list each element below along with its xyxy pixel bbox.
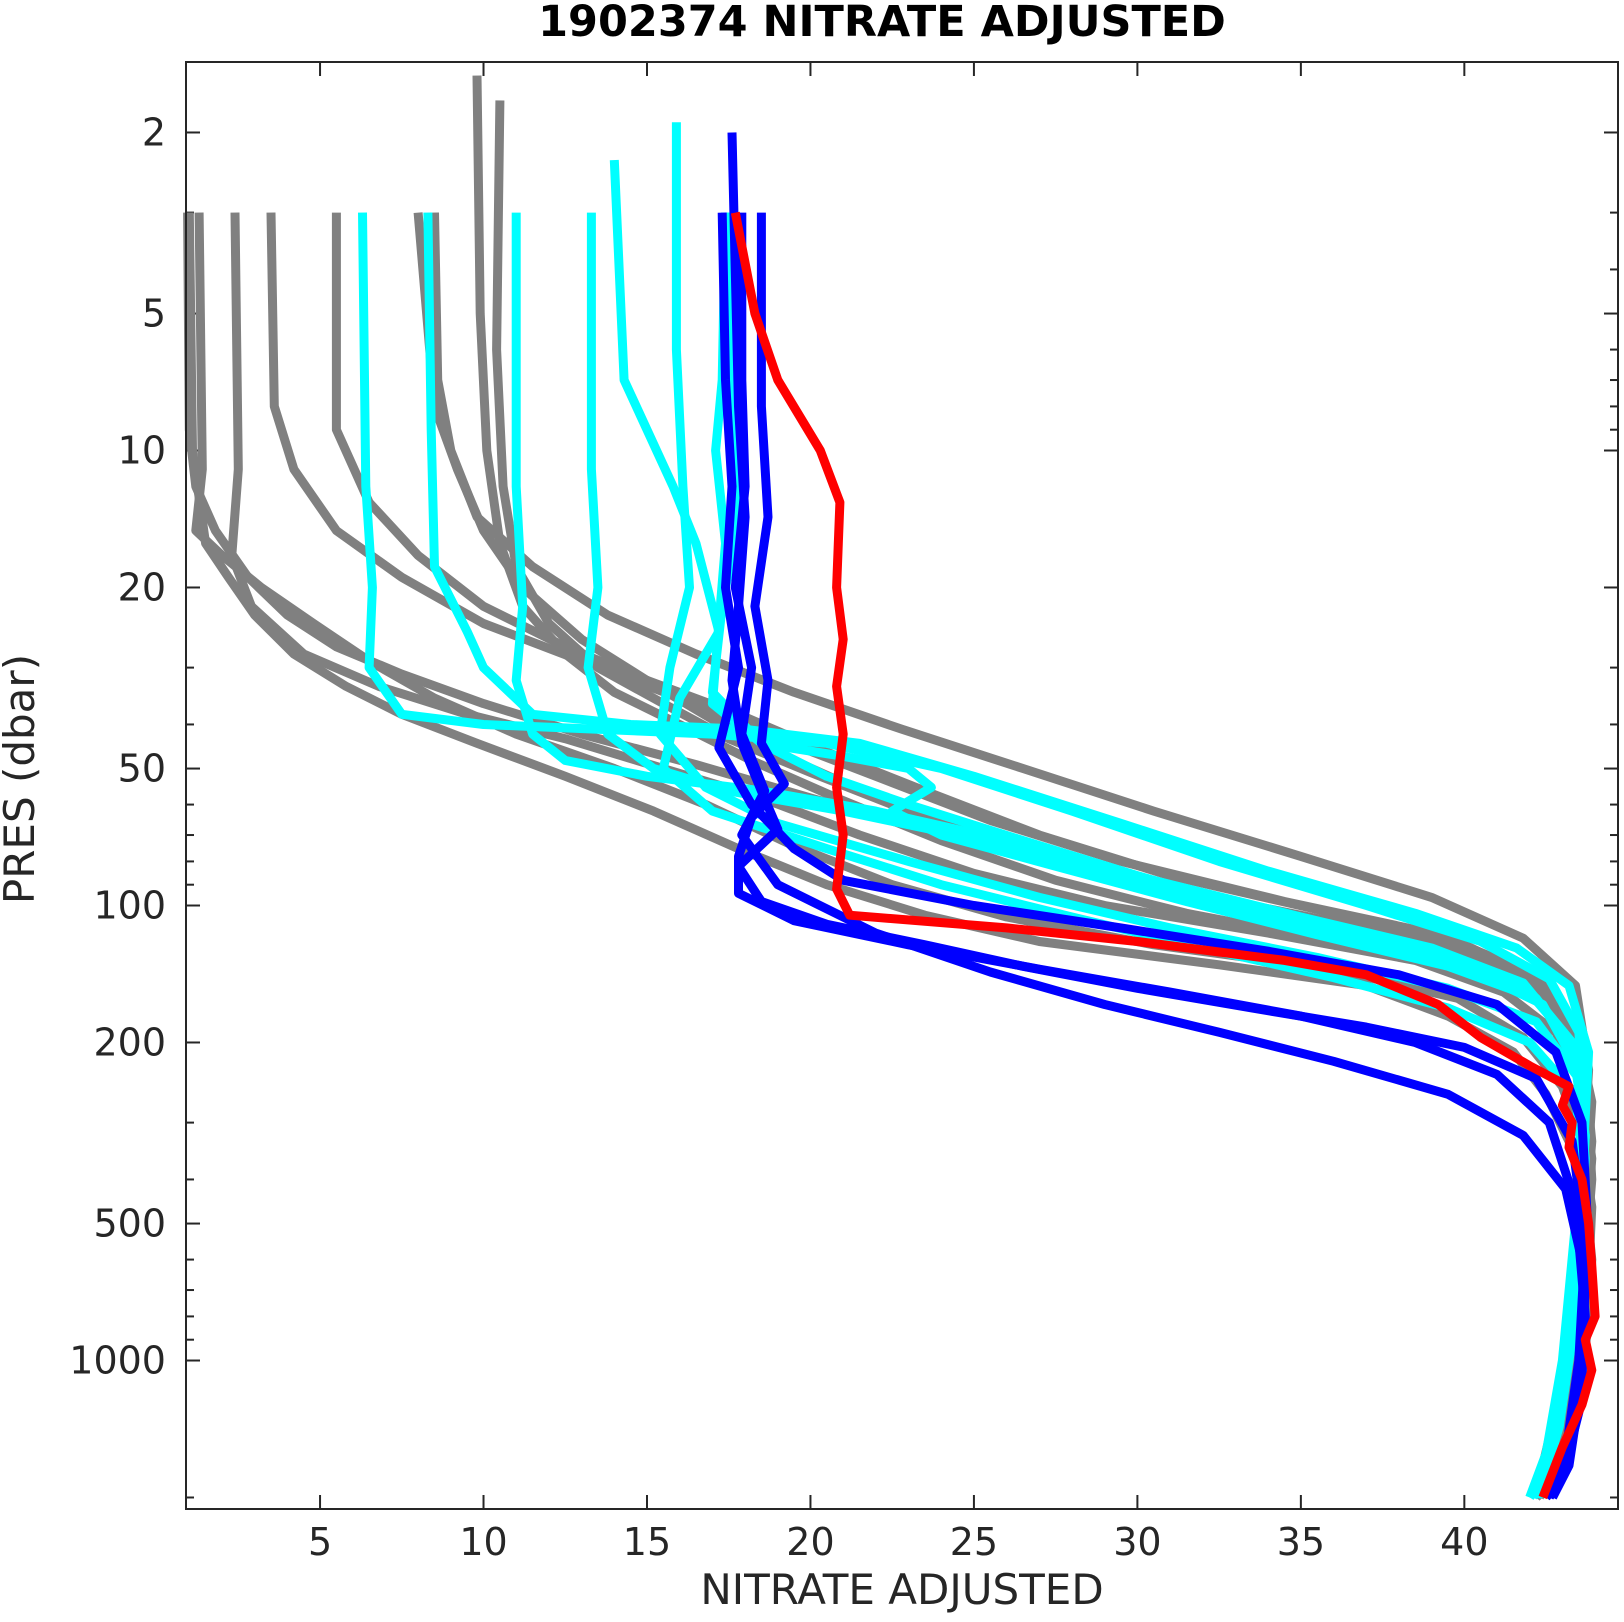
y-tick-label: 50 [118, 747, 166, 791]
profile-line-historical [266, 212, 1594, 1489]
x-tick-label: 20 [786, 1520, 834, 1564]
x-tick-label: 35 [1277, 1520, 1325, 1564]
y-tick-label: 1000 [69, 1339, 166, 1383]
profile-line-previous [730, 212, 1590, 1500]
profile-line-latest [730, 211, 1600, 1500]
y-tick-label: 200 [93, 1020, 166, 1064]
profile-line-historical [472, 75, 1597, 1500]
y-tick-label: 20 [118, 565, 166, 609]
y-tick-label: 100 [93, 884, 166, 928]
y-axis-label: PRES (dbar) [0, 654, 44, 904]
x-tick-label: 10 [459, 1520, 507, 1564]
profile-line-previous [734, 212, 1590, 1501]
x-tick-label: 40 [1440, 1520, 1488, 1564]
x-tick-label: 30 [1113, 1520, 1161, 1564]
x-axis-label: NITRATE ADJUSTED [700, 1565, 1103, 1614]
chart-title: 1902374 NITRATE ADJUSTED [538, 0, 1226, 47]
y-tick-label: 2 [142, 110, 166, 154]
plot-frame [185, 61, 1619, 1510]
x-tick-label: 5 [308, 1520, 332, 1564]
y-tick-label: 10 [118, 429, 166, 473]
y-tick-label: 5 [142, 292, 166, 336]
profile-line-recent [423, 212, 1594, 1478]
x-tick-label: 25 [950, 1520, 998, 1564]
series-layer [183, 75, 1600, 1501]
y-tick-label: 500 [93, 1202, 166, 1246]
x-tick-label: 15 [623, 1520, 671, 1564]
